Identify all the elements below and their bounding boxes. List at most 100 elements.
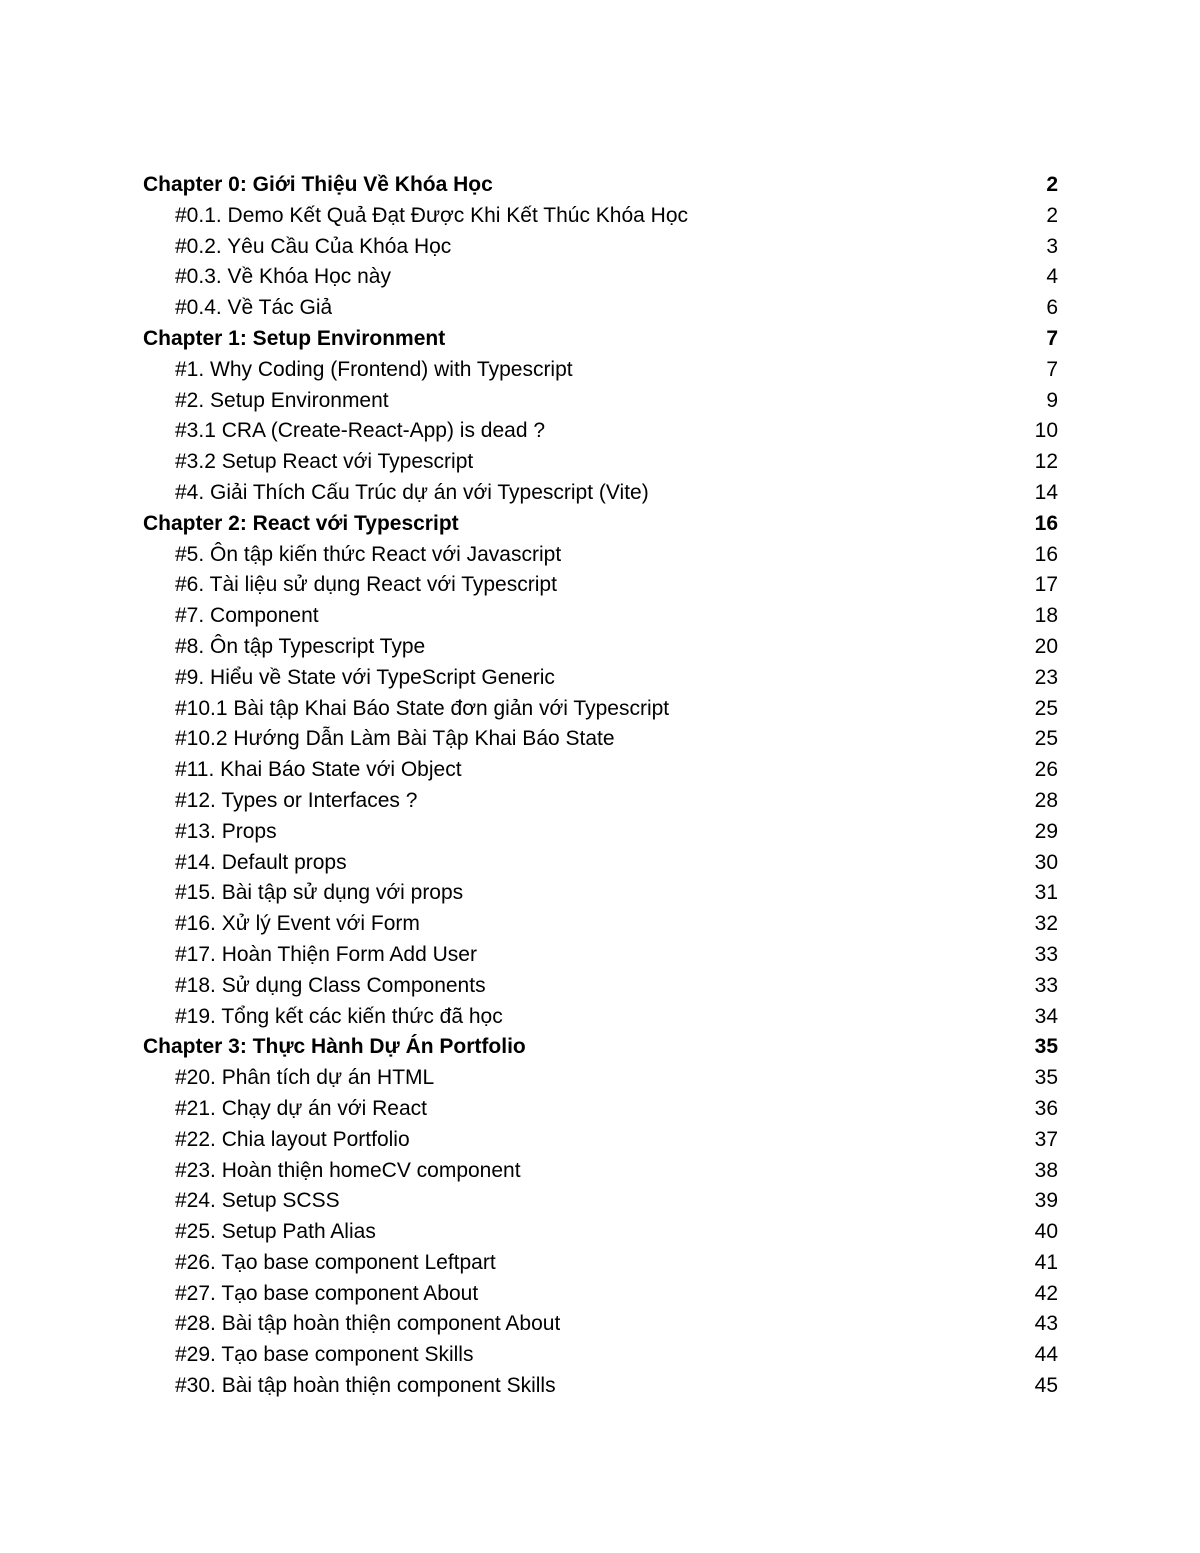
toc-entry-row[interactable]: #7. Component 18 (143, 601, 1058, 632)
toc-page-number: 16 (1034, 542, 1058, 566)
toc-entry-row[interactable]: #14. Default props 30 (143, 848, 1058, 879)
toc-entry-row[interactable]: #0.3. Về Khóa Học này 4 (143, 262, 1058, 293)
toc-page-number: 12 (1034, 450, 1058, 474)
toc-entry-row[interactable]: #16. Xử lý Event với Form 32 (143, 909, 1058, 940)
toc-entry-row[interactable]: #11. Khai Báo State với Object 26 (143, 755, 1058, 786)
toc-entry-label: #21. Chạy dự án với React (175, 1096, 427, 1120)
toc-entry-label: #3.2 Setup React với Typescript (175, 450, 474, 474)
toc-page-number: 37 (1034, 1127, 1058, 1151)
toc-entry-label: #13. Props (175, 819, 277, 843)
toc-entry-label: #12. Types or Interfaces ? (175, 788, 418, 812)
toc-page-number: 3 (1046, 234, 1058, 258)
toc-entry-row[interactable]: #4. Giải Thích Cấu Trúc dự án với Typesc… (143, 478, 1058, 509)
toc-entry-row[interactable]: #22. Chia layout Portfolio 37 (143, 1125, 1058, 1156)
toc-page-number: 10 (1034, 419, 1058, 443)
toc-entry-label: #29. Tạo base component Skills (175, 1343, 474, 1367)
toc-entry-row[interactable]: #6. Tài liệu sử dụng React với Typescrip… (143, 570, 1058, 601)
toc-entry-row[interactable]: #5. Ôn tập kiến thức React với Javascrip… (143, 540, 1058, 571)
toc-entry-row[interactable]: #28. Bài tập hoàn thiện component About 4… (143, 1309, 1058, 1340)
toc-entry-label: #6. Tài liệu sử dụng React với Typescrip… (175, 573, 557, 597)
toc-entry-row[interactable]: #0.4. Về Tác Giả 6 (143, 293, 1058, 324)
toc-page-number: 39 (1034, 1189, 1058, 1213)
toc-entry-row[interactable]: #2. Setup Environment 9 (143, 386, 1058, 417)
toc-entry-row[interactable]: #20. Phân tích dự án HTML 35 (143, 1063, 1058, 1094)
toc-chapter-row[interactable]: Chapter 3: Thực Hành Dự Án Portfolio 35 (143, 1032, 1058, 1063)
toc-page-number: 40 (1034, 1220, 1058, 1244)
toc-entry-row[interactable]: #10.1 Bài tập Khai Báo State đơn giản vớ… (143, 694, 1058, 725)
toc-page-number: 7 (1046, 326, 1058, 350)
toc-entry-row[interactable]: #23. Hoàn thiện homeCV component 38 (143, 1156, 1058, 1187)
toc-chapter-row[interactable]: Chapter 1: Setup Environment 7 (143, 324, 1058, 355)
toc-entry-row[interactable]: #8. Ôn tập Typescript Type 20 (143, 632, 1058, 663)
toc-page-number: 33 (1034, 973, 1058, 997)
toc-page-number: 34 (1034, 1004, 1058, 1028)
toc-entry-label: #20. Phân tích dự án HTML (175, 1066, 435, 1090)
toc-entry-label: #19. Tổng kết các kiến thức đã học (175, 1004, 503, 1028)
toc-chapter-row[interactable]: Chapter 0: Giới Thiệu Về Khóa Học 2 (143, 170, 1058, 201)
toc-entry-row[interactable]: #24. Setup SCSS 39 (143, 1186, 1058, 1217)
toc-page-number: 42 (1034, 1281, 1058, 1305)
toc-entry-row[interactable]: #15. Bài tập sử dụng với props 31 (143, 878, 1058, 909)
toc-page-number: 18 (1034, 604, 1058, 628)
toc-page-number: 45 (1034, 1374, 1058, 1398)
toc-entry-label: #26. Tạo base component Leftpart (175, 1250, 496, 1274)
toc-chapter-row[interactable]: Chapter 2: React với Typescript 16 (143, 509, 1058, 540)
toc-entry-label: #10.2 Hướng Dẫn Làm Bài Tập Khai Báo Sta… (175, 727, 615, 751)
toc-entry-row[interactable]: #21. Chạy dự án với React 36 (143, 1094, 1058, 1125)
toc-entry-label: #10.1 Bài tập Khai Báo State đơn giản vớ… (175, 696, 670, 720)
table-of-contents: Chapter 0: Giới Thiệu Về Khóa Học 2 #0.1. … (143, 170, 1058, 1402)
toc-entry-row[interactable]: #12. Types or Interfaces ? 28 (143, 786, 1058, 817)
toc-page-number: 9 (1046, 388, 1058, 412)
toc-page-number: 25 (1034, 696, 1058, 720)
toc-page-number: 32 (1034, 912, 1058, 936)
toc-entry-label: #8. Ôn tập Typescript Type (175, 634, 426, 658)
toc-chapter-title: Chapter 1: Setup Environment (143, 326, 446, 350)
toc-entry-label: #14. Default props (175, 850, 347, 874)
toc-entry-row[interactable]: #18. Sử dụng Class Components 33 (143, 971, 1058, 1002)
toc-entry-row[interactable]: #10.2 Hướng Dẫn Làm Bài Tập Khai Báo Sta… (143, 724, 1058, 755)
toc-entry-row[interactable]: #9. Hiểu về State với TypeScript Generic… (143, 663, 1058, 694)
toc-entry-label: #0.4. Về Tác Giả (175, 296, 333, 320)
toc-entry-label: #30. Bài tập hoàn thiện component Skills (175, 1374, 556, 1398)
toc-entry-row[interactable]: #13. Props 29 (143, 817, 1058, 848)
toc-page-number: 35 (1034, 1066, 1058, 1090)
toc-entry-row[interactable]: #1. Why Coding (Frontend) with Typescrip… (143, 355, 1058, 386)
toc-entry-row[interactable]: #19. Tổng kết các kiến thức đã học 34 (143, 1002, 1058, 1033)
toc-entry-row[interactable]: #26. Tạo base component Leftpart 41 (143, 1248, 1058, 1279)
toc-entry-row[interactable]: #17. Hoàn Thiện Form Add User 33 (143, 940, 1058, 971)
toc-page-number: 25 (1034, 727, 1058, 751)
toc-entry-row[interactable]: #0.2. Yêu Cầu Của Khóa Học 3 (143, 232, 1058, 263)
toc-entry-label: #23. Hoàn thiện homeCV component (175, 1158, 521, 1182)
toc-entry-label: #28. Bài tập hoàn thiện component About (175, 1312, 561, 1336)
toc-entry-row[interactable]: #27. Tạo base component About 42 (143, 1279, 1058, 1310)
toc-entry-label: #17. Hoàn Thiện Form Add User (175, 942, 477, 966)
toc-entry-row[interactable]: #3.2 Setup React với Typescript 12 (143, 447, 1058, 478)
toc-page-number: 31 (1034, 881, 1058, 905)
toc-page-number: 23 (1034, 665, 1058, 689)
toc-page-number: 29 (1034, 819, 1058, 843)
toc-entry-label: #22. Chia layout Portfolio (175, 1127, 410, 1151)
toc-entry-label: #25. Setup Path Alias (175, 1220, 376, 1244)
toc-entry-row[interactable]: #3.1 CRA (Create-React-App) is dead ? 10 (143, 416, 1058, 447)
toc-page-number: 30 (1034, 850, 1058, 874)
toc-entry-row[interactable]: #29. Tạo base component Skills 44 (143, 1340, 1058, 1371)
toc-entry-label: #0.1. Demo Kết Quả Đạt Được Khi Kết Thúc… (175, 203, 689, 227)
toc-entry-label: #7. Component (175, 604, 319, 628)
toc-entry-row[interactable]: #0.1. Demo Kết Quả Đạt Được Khi Kết Thúc… (143, 201, 1058, 232)
toc-entry-label: #0.3. Về Khóa Học này (175, 265, 391, 289)
toc-page-number: 33 (1034, 942, 1058, 966)
toc-page-number: 26 (1034, 758, 1058, 782)
toc-page-number: 6 (1046, 296, 1058, 320)
toc-page-number: 20 (1034, 634, 1058, 658)
toc-entry-label: #2. Setup Environment (175, 388, 389, 412)
toc-entry-label: #5. Ôn tập kiến thức React với Javascrip… (175, 542, 562, 566)
toc-page-number: 2 (1046, 203, 1058, 227)
toc-entry-row[interactable]: #25. Setup Path Alias 40 (143, 1217, 1058, 1248)
toc-entry-label: #4. Giải Thích Cấu Trúc dự án với Typesc… (175, 480, 649, 504)
toc-entry-row[interactable]: #30. Bài tập hoàn thiện component Skills… (143, 1371, 1058, 1402)
toc-page-number: 38 (1034, 1158, 1058, 1182)
toc-page-number: 17 (1034, 573, 1058, 597)
toc-page-number: 36 (1034, 1096, 1058, 1120)
toc-page-number: 28 (1034, 788, 1058, 812)
toc-entry-label: #27. Tạo base component About (175, 1281, 479, 1305)
